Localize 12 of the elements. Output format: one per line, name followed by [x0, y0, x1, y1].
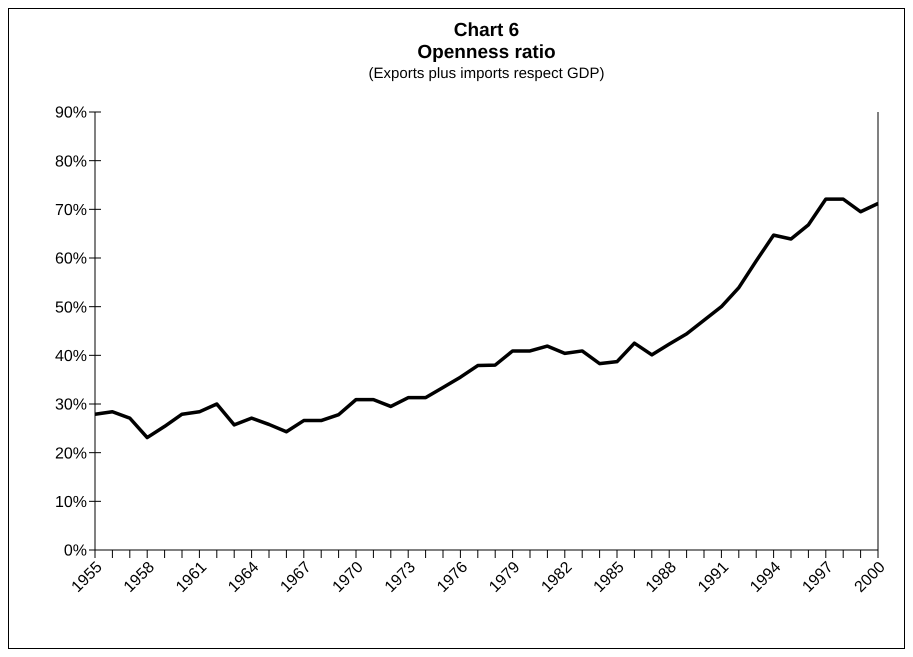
chart-title: Chart 6 Openness ratio — [417, 20, 556, 63]
y-tick-label: 30% — [54, 396, 87, 414]
y-tick-label: 40% — [54, 348, 87, 365]
chart-subtitle: (Exports plus imports respect GDP) — [368, 65, 604, 82]
y-tick-label: 50% — [54, 299, 87, 316]
y-tick-label: 80% — [54, 153, 87, 170]
y-tick-label: 70% — [54, 202, 87, 219]
y-tick-label: 60% — [54, 250, 87, 268]
y-tick-label: 10% — [54, 494, 87, 511]
y-tick-label: 90% — [54, 104, 87, 122]
y-tick-label: 20% — [54, 445, 87, 462]
y-tick-label: 0% — [64, 542, 87, 560]
